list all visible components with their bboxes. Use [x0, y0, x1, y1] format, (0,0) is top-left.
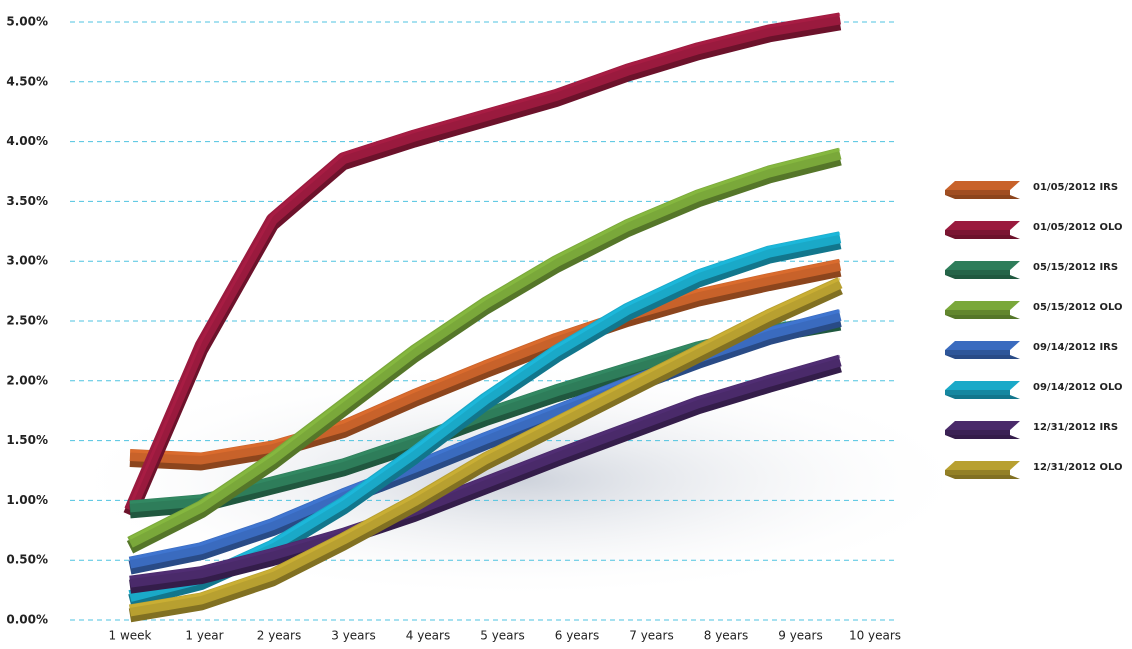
legend-swatch-side [945, 355, 1020, 359]
x-tick-label: 6 years [555, 629, 599, 643]
legend-swatch-edge [945, 470, 1010, 475]
legend-swatch [945, 181, 1020, 190]
line-highlight [128, 12, 841, 507]
legend-label: 05/15/2012 OLO [1033, 302, 1122, 313]
y-tick-label: 2.00% [6, 373, 48, 387]
legend-label: 05/15/2012 IRS [1033, 262, 1118, 273]
legend-swatch [945, 261, 1020, 270]
legend-swatch-side [945, 435, 1020, 439]
legend-swatch-edge [945, 310, 1010, 315]
legend-swatch-side [945, 275, 1020, 279]
y-tick-label: 1.00% [6, 493, 48, 507]
y-tick-label: 3.50% [6, 194, 48, 208]
legend-swatch [945, 301, 1020, 310]
legend-swatch [945, 381, 1020, 390]
legend-swatch [945, 221, 1020, 230]
line-highlight [129, 148, 841, 540]
legend-swatch [945, 421, 1020, 430]
line-highlight [129, 277, 841, 608]
legend-label: 01/05/2012 IRS [1033, 182, 1118, 193]
legend-label: 09/14/2012 IRS [1033, 342, 1118, 353]
legend-swatch-edge [945, 350, 1010, 355]
legend-swatch-side [945, 395, 1020, 399]
x-tick-label: 2 years [257, 629, 301, 643]
legend-swatch-edge [945, 430, 1010, 435]
legend-swatch-side [945, 315, 1020, 319]
legend-swatch-edge [945, 230, 1010, 235]
legend-label: 12/31/2012 IRS [1033, 422, 1118, 433]
legend-label: 09/14/2012 OLO [1033, 382, 1122, 393]
legend-swatch-side [945, 235, 1020, 239]
y-tick-label: 4.00% [6, 134, 48, 148]
y-tick-label: 0.50% [6, 553, 48, 567]
x-tick-label: 4 years [406, 629, 450, 643]
x-tick-label: 5 years [480, 629, 524, 643]
legend-swatch-edge [945, 190, 1010, 195]
line [127, 147, 842, 548]
x-tick-label: 9 years [778, 629, 822, 643]
legend-swatch-side [945, 475, 1020, 479]
legend-swatch [945, 341, 1020, 350]
y-tick-label: 5.00% [6, 15, 48, 29]
legend-swatch-edge [945, 270, 1010, 275]
x-tick-label: 1 year [185, 629, 223, 643]
line [129, 354, 842, 588]
legend-swatch [945, 461, 1020, 470]
x-tick-label: 7 years [629, 629, 673, 643]
line-highlight [129, 355, 841, 580]
y-tick-label: 0.00% [6, 613, 48, 627]
legend-swatch-side [945, 195, 1020, 199]
y-tick-label: 4.50% [6, 74, 48, 88]
legend-swatch-edge [945, 390, 1010, 395]
y-tick-label: 3.00% [6, 254, 48, 268]
line [129, 258, 842, 465]
legend-label: 01/05/2012 OLO [1033, 222, 1122, 233]
line-highlight [129, 231, 841, 594]
line [129, 277, 843, 617]
legend-label: 12/31/2012 OLO [1033, 462, 1122, 473]
x-tick-label: 8 years [704, 629, 748, 643]
x-tick-label: 1 week [109, 629, 152, 643]
x-tick-label: 10 years [849, 629, 901, 643]
y-tick-label: 2.50% [6, 314, 48, 328]
line [124, 12, 841, 513]
line-highlight [129, 259, 841, 456]
y-tick-label: 1.50% [6, 433, 48, 447]
x-tick-label: 3 years [331, 629, 375, 643]
